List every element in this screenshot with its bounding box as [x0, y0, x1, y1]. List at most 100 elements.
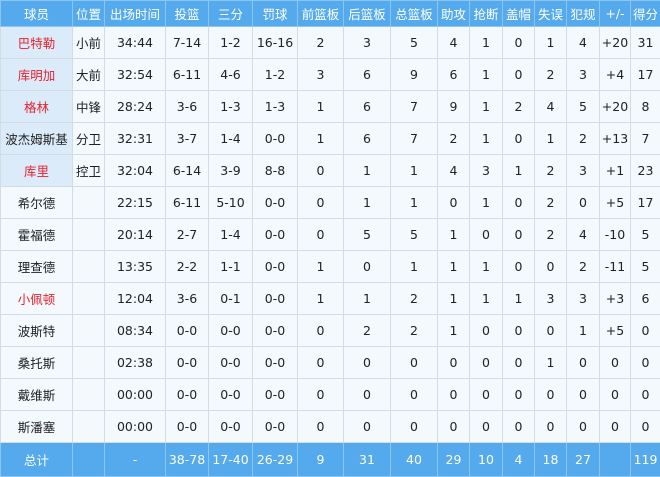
column-header[interactable]: 得分 — [631, 1, 660, 27]
player-name[interactable]: 库明加 — [1, 59, 73, 91]
stat-cell: 0 — [567, 187, 600, 219]
stat-cell: 5 — [391, 219, 438, 251]
column-header[interactable]: 失误 — [535, 1, 567, 27]
total-cell: 38-78 — [166, 443, 209, 477]
player-name[interactable]: 斯潘塞 — [1, 411, 73, 443]
stat-cell: 0 — [503, 379, 535, 411]
stat-cell: 1 — [470, 91, 503, 123]
total-cell: - — [105, 443, 166, 477]
stat-cell: 0 — [344, 251, 391, 283]
stat-cell: 00:00 — [105, 379, 166, 411]
stat-cell: 0 — [470, 379, 503, 411]
player-name[interactable]: 库里 — [1, 155, 73, 187]
stat-cell: 0 — [438, 187, 470, 219]
stat-cell: 0 — [438, 379, 470, 411]
stat-cell: 1 — [535, 123, 567, 155]
stat-cell: 5 — [631, 251, 660, 283]
header-row: 球员位置出场时间投篮三分罚球前篮板后篮板总篮板助攻抢断盖帽失误犯规+/-得分 — [1, 1, 660, 27]
stat-cell: 0-0 — [253, 251, 298, 283]
stat-cell: 0 — [567, 347, 600, 379]
stat-cell: 0 — [600, 347, 631, 379]
stat-cell: 0 — [503, 315, 535, 347]
stat-cell: 1 — [470, 283, 503, 315]
column-header[interactable]: 总篮板 — [391, 1, 438, 27]
column-header[interactable]: +/- — [600, 1, 631, 27]
player-name[interactable]: 希尔德 — [1, 187, 73, 219]
stat-cell: 34:44 — [105, 27, 166, 59]
stat-cell: +20 — [600, 27, 631, 59]
stat-cell: 0 — [391, 379, 438, 411]
stat-cell: 3 — [344, 27, 391, 59]
stat-cell: 0 — [438, 411, 470, 443]
total-cell: 40 — [391, 443, 438, 477]
total-cell: 10 — [470, 443, 503, 477]
stat-cell: 1 — [470, 59, 503, 91]
player-name[interactable]: 波杰姆斯基 — [1, 123, 73, 155]
stat-cell: +5 — [600, 315, 631, 347]
stat-cell: 1-3 — [209, 91, 253, 123]
stat-cell — [73, 379, 105, 411]
stat-cell: 1 — [503, 155, 535, 187]
column-header[interactable]: 抢断 — [470, 1, 503, 27]
stat-cell: 8 — [631, 91, 660, 123]
stat-cell: 2-7 — [166, 219, 209, 251]
stat-cell: 1 — [344, 187, 391, 219]
column-header[interactable]: 盖帽 — [503, 1, 535, 27]
stat-cell: 8-8 — [253, 155, 298, 187]
stat-cell: 0 — [438, 347, 470, 379]
player-name[interactable]: 波斯特 — [1, 315, 73, 347]
player-name[interactable]: 理查德 — [1, 251, 73, 283]
stat-cell: 2 — [503, 91, 535, 123]
stat-cell: 1 — [298, 91, 344, 123]
column-header[interactable]: 助攻 — [438, 1, 470, 27]
stat-cell: 1-4 — [209, 219, 253, 251]
column-header[interactable]: 三分 — [209, 1, 253, 27]
stat-cell: 0 — [503, 187, 535, 219]
stat-cell: 0 — [567, 379, 600, 411]
stat-cell: 0 — [344, 379, 391, 411]
column-header[interactable]: 犯规 — [567, 1, 600, 27]
column-header[interactable]: 后篮板 — [344, 1, 391, 27]
stat-cell: 3 — [567, 283, 600, 315]
stat-cell: 2 — [298, 27, 344, 59]
player-name[interactable]: 格林 — [1, 91, 73, 123]
stat-cell: 7-14 — [166, 27, 209, 59]
player-name[interactable]: 巴特勒 — [1, 27, 73, 59]
column-header[interactable]: 罚球 — [253, 1, 298, 27]
stat-cell: 32:04 — [105, 155, 166, 187]
stat-cell: +4 — [600, 59, 631, 91]
player-name[interactable]: 小佩顿 — [1, 283, 73, 315]
stat-cell: 1 — [438, 283, 470, 315]
column-header[interactable]: 出场时间 — [105, 1, 166, 27]
stat-cell: 0 — [298, 347, 344, 379]
player-name[interactable]: 霍福德 — [1, 219, 73, 251]
stat-cell: +3 — [600, 283, 631, 315]
column-header[interactable]: 位置 — [73, 1, 105, 27]
stat-cell: 0-0 — [253, 411, 298, 443]
stat-cell: 7 — [391, 91, 438, 123]
stat-cell: 0 — [631, 315, 660, 347]
stat-cell: 0-0 — [166, 379, 209, 411]
total-cell: 18 — [535, 443, 567, 477]
stat-cell — [73, 411, 105, 443]
stat-cell: 12:04 — [105, 283, 166, 315]
stat-cell: 2 — [535, 187, 567, 219]
stat-cell: 0 — [298, 315, 344, 347]
column-header[interactable]: 投篮 — [166, 1, 209, 27]
column-header[interactable]: 前篮板 — [298, 1, 344, 27]
stat-cell: 1-2 — [253, 59, 298, 91]
stat-cell: 0 — [298, 155, 344, 187]
stat-cell: 32:54 — [105, 59, 166, 91]
player-name[interactable]: 桑托斯 — [1, 347, 73, 379]
stat-cell: 0 — [470, 347, 503, 379]
stat-cell: 0 — [631, 347, 660, 379]
stat-cell: 1 — [298, 283, 344, 315]
column-header[interactable]: 球员 — [1, 1, 73, 27]
player-name[interactable]: 戴维斯 — [1, 379, 73, 411]
stat-cell: 0 — [567, 411, 600, 443]
